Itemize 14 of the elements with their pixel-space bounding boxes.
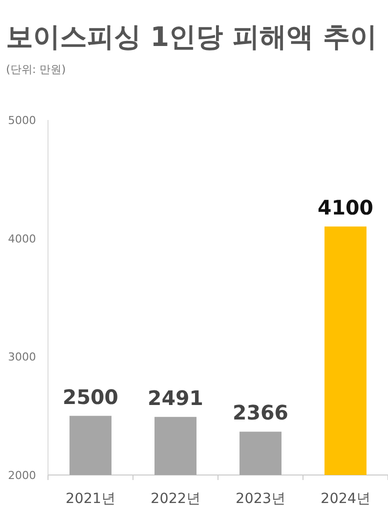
data-label: 4100 (318, 196, 374, 220)
y-tick-label: 5000 (8, 114, 36, 127)
x-tick-label: 2023년 (236, 491, 286, 507)
x-tick-label: 2022년 (150, 491, 200, 507)
data-label: 2491 (148, 386, 204, 410)
y-tick-label: 4000 (8, 232, 36, 246)
y-tick-label: 3000 (8, 350, 36, 364)
chart-title: 보이스피싱 1인당 피해액 추이 (6, 22, 377, 53)
data-label: 2500 (62, 384, 118, 409)
x-tick-label: 2021년 (66, 491, 116, 507)
data-label: 2366 (232, 400, 288, 425)
y-tick-label: 2000 (8, 469, 36, 482)
chart-subtitle: (단위: 만원) (6, 63, 66, 76)
x-tick-label: 2024년 (320, 491, 370, 507)
